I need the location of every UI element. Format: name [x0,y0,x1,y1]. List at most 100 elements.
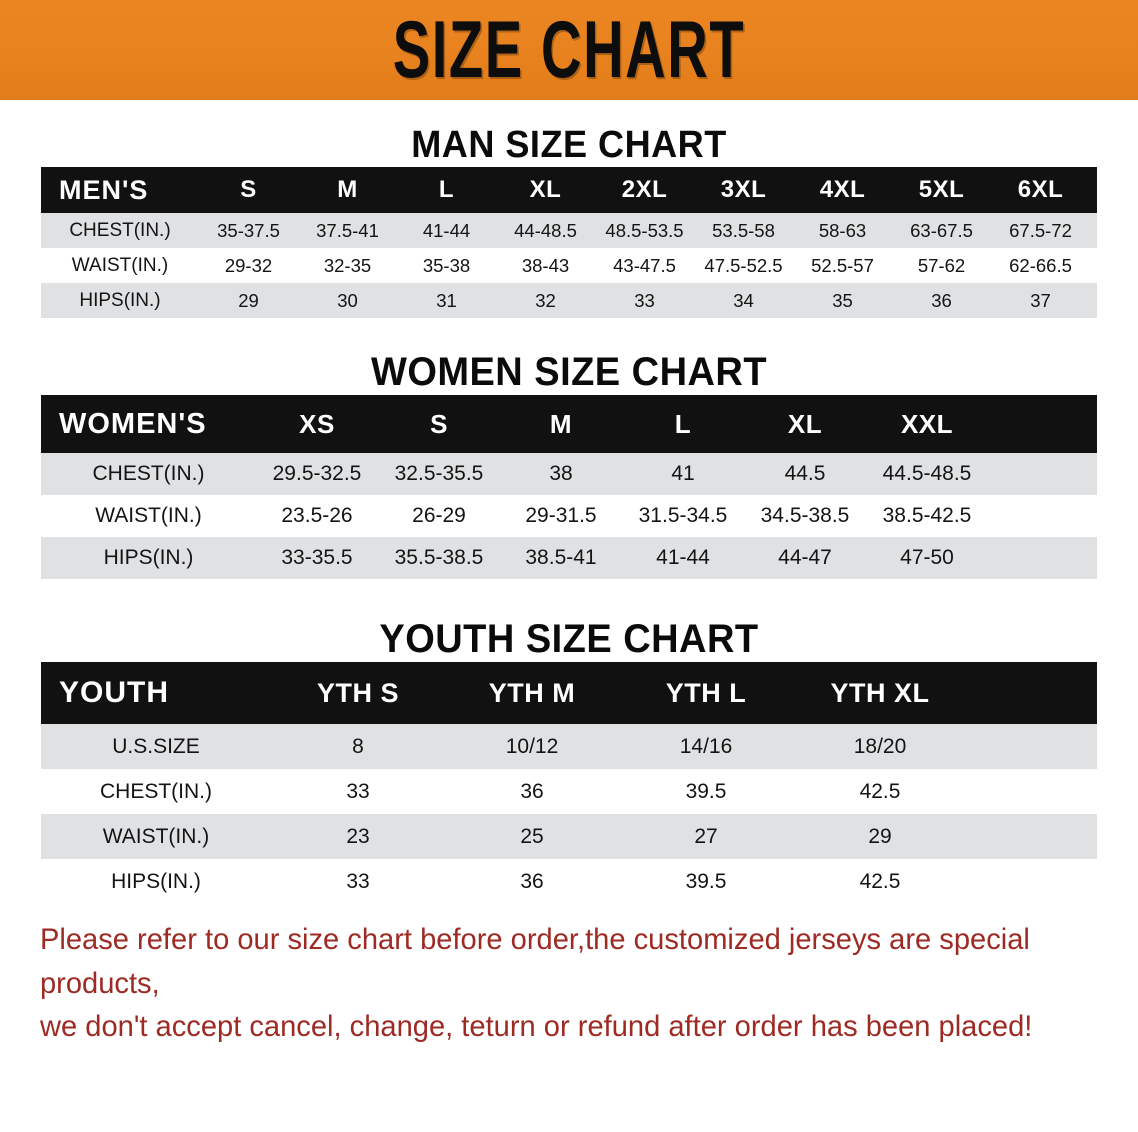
man-size-header: 2XL [595,167,694,213]
man-row-label: CHEST(IN.) [41,213,199,248]
youth-header-filler [967,662,1097,724]
women-table-body: CHEST(IN.) 29.5-32.5 32.5-35.5 38 41 44.5 44.5… [41,453,1097,579]
man-row-value: 32-35 [298,248,397,283]
youth-row-label: U.S.SIZE [41,724,271,769]
youth-table-body: U.S.SIZE 8 10/12 14/16 18/20 CHEST(IN.) 33 36 39… [41,724,1097,904]
man-row-value: 38-43 [496,248,595,283]
man-row-value: 34 [694,283,793,318]
youth-row-label: CHEST(IN.) [41,769,271,814]
man-row-value: 31 [397,283,496,318]
man-row-filler [1090,283,1097,318]
page-banner: SIZE CHART [0,0,1138,100]
man-row-filler [1090,248,1097,283]
youth-row-value: 42.5 [793,859,967,904]
man-row-value: 67.5-72 [991,213,1090,248]
man-size-table: MEN'S S M L XL 2XL 3XL 4XL 5XL 6XL CHEST(IN.) 35-… [41,167,1097,318]
women-row-value: 41 [622,453,744,495]
women-table-row: HIPS(IN.) 33-35.5 35.5-38.5 38.5-41 41-44 44-… [41,537,1097,579]
youth-row-value: 36 [445,769,619,814]
youth-row-value: 36 [445,859,619,904]
youth-row-filler [967,814,1097,859]
man-table-wrapper: MEN'S S M L XL 2XL 3XL 4XL 5XL 6XL CHEST(IN.) 35-… [41,167,1097,318]
youth-row-value: 23 [271,814,445,859]
man-row-value: 57-62 [892,248,991,283]
man-header-label: MEN'S [41,167,199,213]
youth-row-value: 39.5 [619,859,793,904]
man-row-value: 36 [892,283,991,318]
youth-row-value: 33 [271,769,445,814]
man-row-value: 37.5-41 [298,213,397,248]
youth-size-header: YTH XL [793,662,967,724]
women-row-value: 34.5-38.5 [744,495,866,537]
man-size-header: 3XL [694,167,793,213]
man-row-value: 43-47.5 [595,248,694,283]
youth-size-header: YTH S [271,662,445,724]
women-size-header: XL [744,395,866,453]
man-row-value: 52.5-57 [793,248,892,283]
youth-size-header: YTH M [445,662,619,724]
man-row-value: 48.5-53.5 [595,213,694,248]
man-row-value: 58-63 [793,213,892,248]
man-row-label: HIPS(IN.) [41,283,199,318]
man-row-value: 30 [298,283,397,318]
women-header-label: WOMEN'S [41,395,256,453]
man-row-value: 53.5-58 [694,213,793,248]
women-size-table: WOMEN'S XS S M L XL XXL CHEST(IN.) 29.5-32.5 32… [41,395,1097,579]
youth-row-value: 33 [271,859,445,904]
women-row-value: 32.5-35.5 [378,453,500,495]
youth-row-value: 27 [619,814,793,859]
youth-row-filler [967,724,1097,769]
man-size-header: M [298,167,397,213]
women-row-value: 23.5-26 [256,495,378,537]
man-section-title: MAN SIZE CHART [411,124,727,166]
youth-table-head: YOUTH YTH S YTH M YTH L YTH XL [41,662,1097,724]
man-table-head: MEN'S S M L XL 2XL 3XL 4XL 5XL 6XL [41,167,1097,213]
women-row-value: 47-50 [866,537,988,579]
women-size-header: XS [256,395,378,453]
women-row-label: CHEST(IN.) [41,453,256,495]
man-row-value: 41-44 [397,213,496,248]
women-size-header: M [500,395,622,453]
man-row-value: 29 [199,283,298,318]
man-header-filler [1090,167,1097,213]
disclaimer-line-2: we don't accept cancel, change, teturn o… [40,1010,1033,1043]
women-row-value: 38.5-42.5 [866,495,988,537]
women-row-value: 44.5 [744,453,866,495]
women-row-value: 26-29 [378,495,500,537]
man-header-row: MEN'S S M L XL 2XL 3XL 4XL 5XL 6XL [41,167,1097,213]
youth-table-row: WAIST(IN.) 23 25 27 29 [41,814,1097,859]
women-row-label: WAIST(IN.) [41,495,256,537]
women-row-filler [988,537,1097,579]
youth-row-value: 42.5 [793,769,967,814]
women-header-filler [988,395,1097,453]
women-size-header: S [378,395,500,453]
man-row-value: 29-32 [199,248,298,283]
women-table-wrapper: WOMEN'S XS S M L XL XXL CHEST(IN.) 29.5-32.5 32… [41,395,1097,579]
man-size-header: 4XL [793,167,892,213]
women-table-row: WAIST(IN.) 23.5-26 26-29 29-31.5 31.5-34.5 34… [41,495,1097,537]
man-row-value: 62-66.5 [991,248,1090,283]
man-row-value: 35-37.5 [199,213,298,248]
youth-row-value: 10/12 [445,724,619,769]
youth-row-value: 8 [271,724,445,769]
man-size-header: S [199,167,298,213]
youth-table-row: HIPS(IN.) 33 36 39.5 42.5 [41,859,1097,904]
women-row-filler [988,453,1097,495]
women-row-value: 44-47 [744,537,866,579]
man-table-row: HIPS(IN.) 29 30 31 32 33 34 35 36 37 [41,283,1097,318]
man-size-header: L [397,167,496,213]
women-row-value: 38 [500,453,622,495]
youth-row-value: 29 [793,814,967,859]
youth-row-label: WAIST(IN.) [41,814,271,859]
man-row-value: 37 [991,283,1090,318]
youth-row-filler [967,769,1097,814]
youth-row-value: 14/16 [619,724,793,769]
women-row-value: 41-44 [622,537,744,579]
man-row-value: 63-67.5 [892,213,991,248]
man-size-header: XL [496,167,595,213]
women-row-value: 35.5-38.5 [378,537,500,579]
man-row-value: 44-48.5 [496,213,595,248]
man-table-row: WAIST(IN.) 29-32 32-35 35-38 38-43 43-47.5 47.… [41,248,1097,283]
banner-title: SIZE CHART [392,5,746,95]
women-row-value: 38.5-41 [500,537,622,579]
